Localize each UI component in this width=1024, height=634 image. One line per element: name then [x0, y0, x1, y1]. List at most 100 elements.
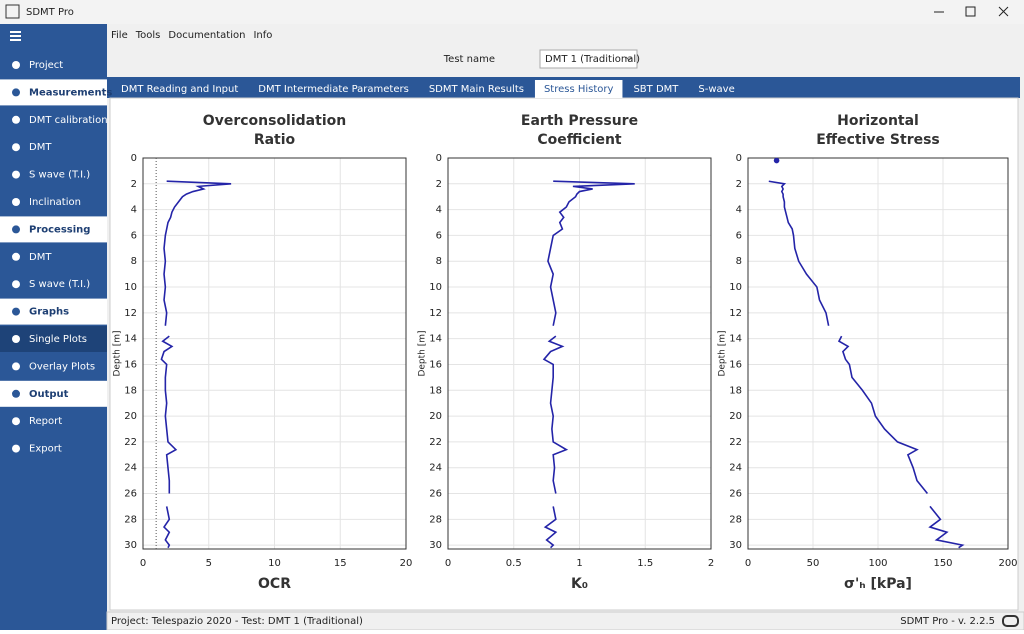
sidebar-item[interactable]: Report — [29, 416, 62, 427]
maximize[interactable] — [965, 6, 976, 17]
profile-line — [163, 180, 232, 326]
y-tick-label: 8 — [436, 256, 442, 267]
test-select-value: DMT 1 (Traditional) — [545, 54, 640, 65]
profile-line — [542, 335, 569, 494]
profile-line — [163, 506, 171, 549]
sidebar-icon — [12, 389, 20, 398]
y-tick-label: 10 — [124, 282, 137, 293]
sidebar-item[interactable]: S wave (T.I.) — [29, 279, 90, 290]
x-tick-label: 5 — [206, 558, 212, 569]
dropdown-arrow — [625, 56, 633, 61]
y-tick-label: 18 — [124, 385, 137, 396]
profile-point — [773, 157, 780, 164]
sidebar-section-title: Output — [29, 389, 69, 400]
menu-toggle[interactable] — [10, 31, 21, 41]
x-tick-label: 200 — [998, 558, 1017, 569]
sidebar-icon — [12, 252, 20, 261]
y-tick-label: 18 — [429, 385, 442, 396]
y-tick-label: 28 — [429, 514, 442, 525]
chart-title: Overconsolidation — [203, 113, 346, 129]
x-axis-label: σ'ₕ [kPa] — [844, 576, 912, 592]
sidebar-icon — [12, 417, 20, 426]
y-tick-label: 14 — [124, 334, 137, 345]
y-tick-label: 0 — [736, 153, 742, 164]
y-tick-label: 28 — [124, 514, 137, 525]
sidebar-icon — [12, 61, 20, 69]
menu-item[interactable]: Tools — [135, 30, 161, 41]
y-tick-label: 0 — [131, 153, 137, 164]
tab-label: SBT DMT — [633, 84, 679, 95]
profile-line — [837, 335, 929, 495]
sidebar-item[interactable]: Single Plots — [29, 334, 87, 345]
x-tick-label: 0 — [445, 558, 451, 569]
y-tick-label: 26 — [124, 489, 137, 500]
x-tick-label: 1.5 — [637, 558, 653, 569]
y-tick-label: 22 — [429, 437, 442, 448]
y-tick-label: 22 — [729, 437, 742, 448]
y-tick-label: 2 — [131, 179, 137, 190]
y-tick-label: 18 — [729, 385, 742, 396]
y-tick-label: 6 — [736, 230, 742, 241]
y-axis-label: Depth [m] — [418, 330, 428, 376]
menu-item[interactable]: Info — [253, 30, 272, 41]
close[interactable] — [998, 6, 1009, 17]
chart-title: Earth Pressure — [521, 113, 638, 129]
sidebar-item[interactable]: Overlay Plots — [29, 361, 95, 372]
status-right: SDMT Pro - v. 2.2.5 — [900, 616, 995, 627]
test-select[interactable] — [539, 49, 638, 69]
sidebar-item[interactable]: Export — [29, 444, 62, 455]
x-tick-label: 1 — [576, 558, 582, 569]
tab[interactable] — [534, 80, 623, 98]
y-tick-label: 26 — [729, 489, 742, 500]
sidebar-icon — [12, 225, 20, 234]
sidebar-icon — [12, 143, 20, 152]
y-tick-label: 12 — [729, 308, 742, 319]
x-axis-label: K₀ — [571, 576, 588, 592]
menu-item[interactable]: Documentation — [168, 30, 245, 41]
y-tick-label: 10 — [429, 282, 442, 293]
window-title: SDMT Pro — [26, 7, 74, 18]
x-tick-label: 150 — [933, 558, 952, 569]
x-tick-label: 10 — [268, 558, 281, 569]
y-tick-label: 16 — [729, 359, 742, 370]
sidebar-section-title: Graphs — [29, 307, 69, 318]
sidebar-item[interactable]: S wave (T.I.) — [29, 170, 90, 181]
y-tick-label: 24 — [124, 463, 137, 474]
sidebar-icon — [12, 335, 20, 343]
x-tick-label: 0 — [745, 558, 751, 569]
sidebar-item[interactable]: DMT — [29, 252, 52, 263]
y-tick-label: 12 — [429, 308, 442, 319]
chart-title: Ratio — [254, 132, 296, 148]
x-tick-label: 20 — [400, 558, 413, 569]
sidebar-item[interactable]: Inclination — [29, 197, 81, 208]
y-tick-label: 24 — [429, 463, 442, 474]
plot-frame — [747, 157, 1009, 550]
tab-label: SDMT Main Results — [429, 84, 524, 95]
y-tick-label: 20 — [429, 411, 442, 422]
status-left: Project: Telespazio 2020 - Test: DMT 1 (… — [111, 616, 363, 627]
y-axis-label: Depth [m] — [113, 330, 123, 376]
y-tick-label: 22 — [124, 437, 137, 448]
y-tick-label: 4 — [436, 205, 442, 216]
y-tick-label: 16 — [124, 359, 137, 370]
sidebar-icon — [12, 280, 20, 289]
sidebar-icon — [12, 362, 20, 371]
sidebar-item[interactable]: Project — [29, 60, 63, 71]
y-tick-label: 4 — [736, 205, 742, 216]
y-tick-label: 24 — [729, 463, 742, 474]
y-tick-label: 26 — [429, 489, 442, 500]
y-tick-label: 20 — [729, 411, 742, 422]
sidebar-item[interactable]: DMT calibration — [29, 115, 108, 126]
link-icon[interactable] — [1002, 615, 1019, 627]
y-tick-label: 2 — [736, 179, 742, 190]
tab-label: DMT Intermediate Parameters — [258, 84, 409, 95]
x-tick-label: 0.5 — [506, 558, 522, 569]
y-tick-label: 4 — [131, 205, 137, 216]
menu-item[interactable]: File — [111, 30, 128, 41]
y-tick-label: 16 — [429, 359, 442, 370]
x-axis-label: OCR — [258, 576, 291, 592]
sidebar-item[interactable]: DMT — [29, 142, 52, 153]
content-panel — [109, 97, 1019, 611]
y-tick-label: 10 — [729, 282, 742, 293]
